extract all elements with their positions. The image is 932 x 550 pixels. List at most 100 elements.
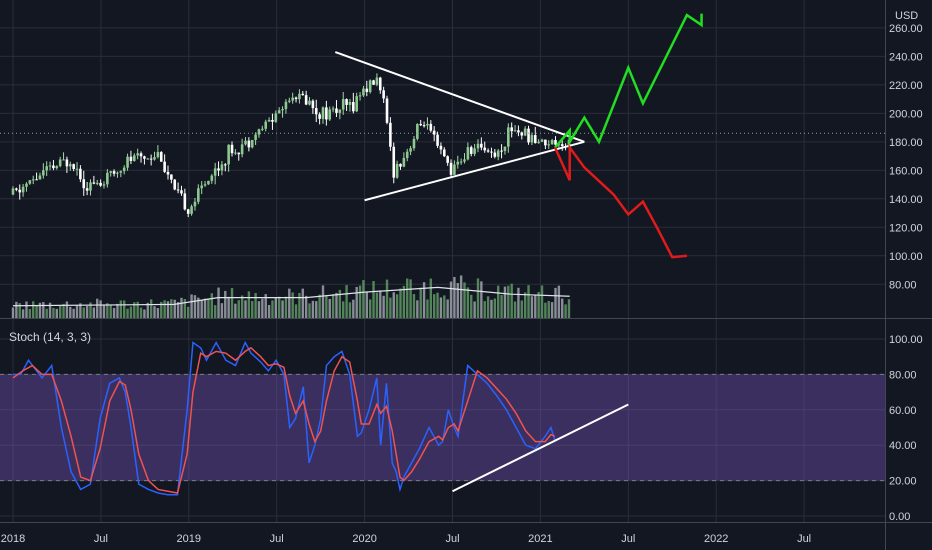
candle-body <box>257 129 261 135</box>
volume-bar <box>550 302 554 318</box>
candle-body <box>146 158 150 160</box>
candle-body <box>331 108 335 110</box>
volume-bar <box>520 300 523 318</box>
volume-bar <box>170 299 173 318</box>
candle-body <box>338 109 342 113</box>
candle-body <box>190 206 193 214</box>
volume-bar <box>537 291 540 318</box>
candle-body <box>244 140 247 145</box>
volume-bar <box>321 285 325 318</box>
time-tick-label: 2021 <box>528 533 552 545</box>
volume-bar <box>523 292 527 318</box>
candle-body <box>325 107 328 120</box>
volume-bar <box>240 295 244 318</box>
candle-body <box>493 152 497 157</box>
volume-bar <box>160 301 163 318</box>
volume-bar <box>510 283 513 318</box>
volume-bar <box>102 305 106 318</box>
candle-body <box>42 170 45 176</box>
candle-body <box>230 144 234 154</box>
candle-body <box>540 139 544 142</box>
volume-bar <box>530 296 534 318</box>
volume-bar <box>190 294 193 318</box>
volume-bar <box>399 288 402 318</box>
candle-body <box>372 80 375 85</box>
candle-body <box>163 161 166 172</box>
volume-bar <box>277 296 281 318</box>
candle-body <box>486 150 490 152</box>
volume-bar <box>149 299 153 318</box>
volume-bar <box>264 294 267 318</box>
candle-body <box>365 88 369 92</box>
volume-bar <box>490 299 493 318</box>
bearish-projection <box>553 143 688 259</box>
volume-bar <box>227 296 230 318</box>
volume-bar <box>412 294 416 318</box>
candle-body <box>436 134 439 146</box>
candle-body <box>277 110 281 114</box>
candle-body <box>389 122 392 147</box>
volume-bar <box>193 295 197 318</box>
volume-bar <box>89 302 92 318</box>
volume-bar <box>220 303 224 318</box>
volume-bar <box>352 299 355 318</box>
volume-bar <box>173 299 176 318</box>
volume-bar <box>72 308 75 318</box>
volume-bar <box>362 280 365 318</box>
candle-body <box>72 164 75 169</box>
candle-body <box>335 108 338 113</box>
volume-bar <box>213 305 217 318</box>
candle-body <box>102 184 106 186</box>
stoch-title: Stoch (14, 3, 3) <box>9 330 91 344</box>
volume-bar <box>62 303 65 318</box>
time-tick-label: Jul <box>270 533 284 545</box>
volume-bar <box>318 294 321 318</box>
candle-body <box>250 139 254 148</box>
candle-body <box>442 149 446 157</box>
stoch-tick-label: 20.00 <box>889 476 917 488</box>
volume-bar <box>493 298 497 318</box>
candle-body <box>89 182 92 191</box>
candle-body <box>382 90 385 99</box>
volume-bar <box>567 299 571 318</box>
candle-body <box>210 175 214 181</box>
candle-body <box>463 159 466 162</box>
candle-body <box>133 155 136 161</box>
volume-bar <box>429 278 433 318</box>
candle-body <box>287 100 291 102</box>
volume-bar <box>443 295 446 318</box>
volume-bar <box>267 304 271 318</box>
volume-bar <box>470 294 473 318</box>
candle-body <box>139 153 143 157</box>
candle-body <box>156 152 160 158</box>
volume-bar <box>544 302 547 318</box>
volume-bar <box>106 303 109 318</box>
volume-bar <box>497 285 500 318</box>
candle-body <box>399 163 402 167</box>
volume-bar <box>129 306 133 318</box>
volume-bar <box>251 301 254 318</box>
candle-body <box>554 140 557 145</box>
candle-body <box>79 168 82 180</box>
volume-bar <box>45 308 48 318</box>
candle-body <box>466 147 470 160</box>
volume-bar <box>75 305 79 318</box>
volume-bar <box>281 300 284 318</box>
volume-bar <box>554 287 557 318</box>
volume-bar <box>382 295 385 318</box>
candle-body <box>490 151 493 153</box>
volume-bar <box>456 283 459 318</box>
candle-body <box>362 88 365 96</box>
volume-bar <box>385 279 389 318</box>
stoch-band <box>0 374 885 481</box>
volume-bar <box>183 298 187 318</box>
volume-bar <box>122 300 126 318</box>
volume-bar <box>547 301 550 318</box>
candle-body <box>213 168 217 176</box>
price-tick-label: 160.00 <box>889 165 923 177</box>
price-tick-label: 240.00 <box>889 51 923 63</box>
candle-body <box>25 183 28 187</box>
candle-body <box>203 184 207 186</box>
candle-body <box>52 165 55 169</box>
